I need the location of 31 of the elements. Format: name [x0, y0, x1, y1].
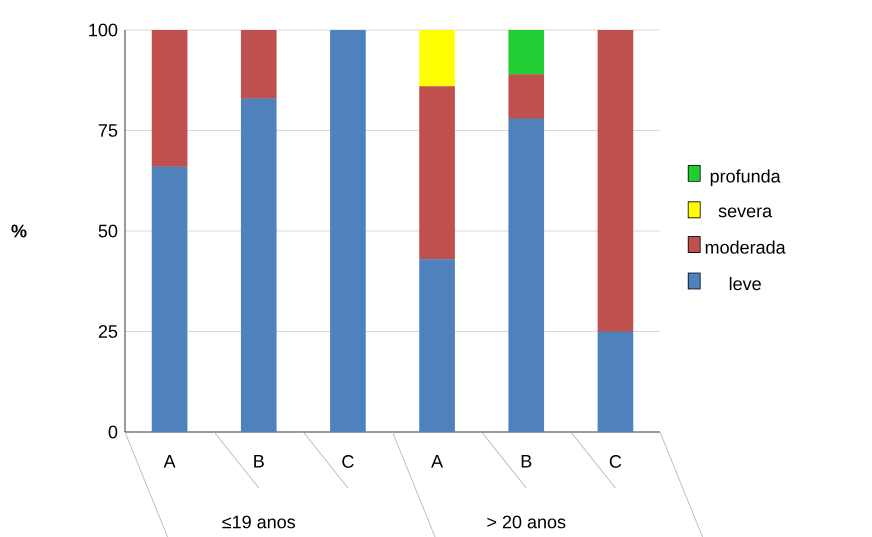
y-axis-title: %	[11, 224, 27, 238]
y-tick-label: 50	[98, 224, 118, 238]
legend-label: moderada	[706, 240, 786, 254]
legend-label: severa	[718, 207, 772, 218]
bar	[152, 166, 188, 432]
bar	[508, 118, 544, 432]
bar	[419, 86, 455, 260]
bar	[598, 332, 634, 432]
bar	[419, 30, 455, 86]
bar	[152, 30, 188, 167]
bar	[330, 30, 366, 432]
bar	[240, 98, 277, 432]
bar	[240, 30, 277, 98]
y-tick-label: 100	[89, 24, 118, 36]
x-tick-label: C	[342, 455, 354, 468]
x-tick-label: B	[254, 455, 264, 468]
bar	[419, 259, 455, 432]
x-tick-label: B	[522, 455, 532, 468]
bar	[598, 30, 634, 332]
text: > 20 anos	[487, 516, 566, 528]
legend-label: leve	[730, 276, 761, 290]
bar	[508, 74, 544, 118]
x-tick-label: A	[164, 455, 176, 468]
text: ≤19 anos	[222, 516, 296, 528]
y-tick-label: 0	[108, 426, 118, 438]
legend-label: profunda	[710, 169, 781, 186]
y-tick-label: 75	[98, 124, 118, 137]
x-tick-label: C	[610, 455, 622, 468]
x-tick-label: A	[431, 455, 444, 468]
y-tick-label: 25	[98, 325, 118, 338]
bar	[508, 30, 544, 74]
